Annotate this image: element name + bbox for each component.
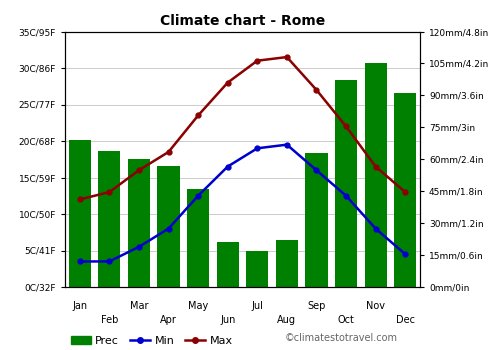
Title: Climate chart - Rome: Climate chart - Rome [160, 14, 325, 28]
Text: ©climatestotravel.com: ©climatestotravel.com [285, 333, 398, 343]
Text: Jan: Jan [72, 301, 88, 311]
Text: Oct: Oct [338, 315, 354, 325]
Text: Dec: Dec [396, 315, 414, 325]
Bar [158, 166, 180, 287]
Text: Jul: Jul [252, 301, 263, 311]
Bar [394, 93, 416, 287]
Bar [335, 80, 357, 287]
Bar [187, 189, 209, 287]
Text: Jun: Jun [220, 315, 236, 325]
Bar [98, 151, 120, 287]
Bar [216, 242, 239, 287]
Text: Apr: Apr [160, 315, 177, 325]
Legend: Prec, Min, Max: Prec, Min, Max [70, 336, 233, 346]
Text: Nov: Nov [366, 301, 385, 311]
Bar [128, 159, 150, 287]
Text: Mar: Mar [130, 301, 148, 311]
Text: Aug: Aug [278, 315, 296, 325]
Text: May: May [188, 301, 208, 311]
Bar [364, 63, 386, 287]
Bar [246, 251, 268, 287]
Bar [68, 140, 91, 287]
Text: Sep: Sep [308, 301, 326, 311]
Bar [276, 240, 298, 287]
Text: Feb: Feb [100, 315, 118, 325]
Bar [306, 153, 328, 287]
